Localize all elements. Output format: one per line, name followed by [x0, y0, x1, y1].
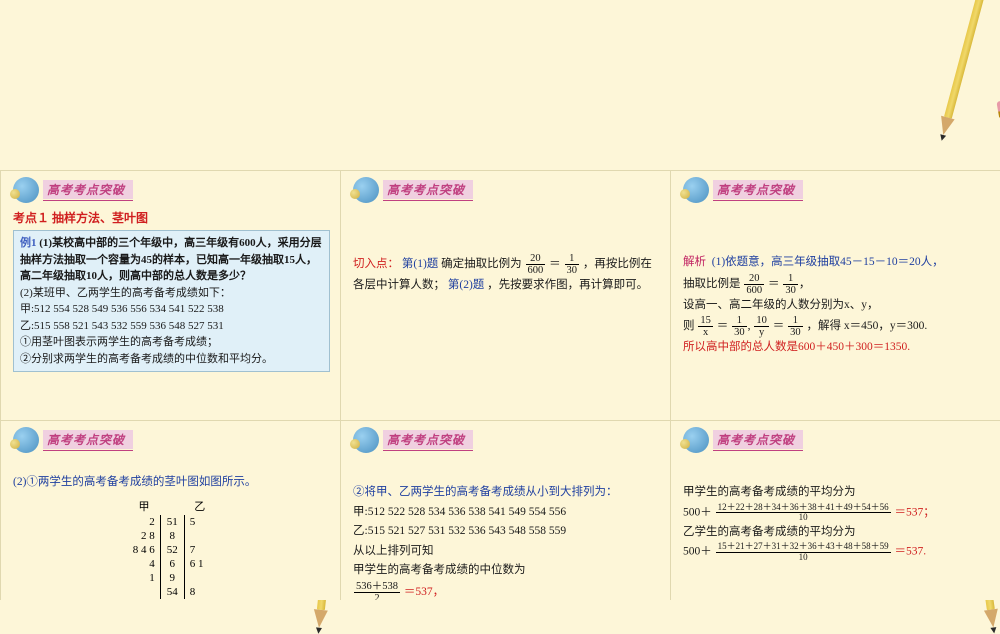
fraction: 15x [698, 315, 713, 338]
sl-head-right: 乙 [184, 497, 215, 515]
mean-text: 甲学生的高考备考成绩的平均分为 500＋ 12＋22＋28＋34＋36＋38＋4… [683, 483, 990, 562]
s6-base2: 500＋ [683, 546, 712, 558]
s5-l3: 甲学生的高考备考成绩的中位数为 [353, 564, 526, 576]
logo-ball-icon [13, 427, 39, 453]
question-2a: ①用茎叶图表示两学生的高考备考成绩； [20, 336, 218, 348]
fraction: 20600 [744, 273, 764, 296]
logo-text: 高考考点突破 [383, 430, 473, 449]
logo-underline [43, 200, 133, 201]
pencil-decor [944, 0, 988, 119]
example-label: 例1 [20, 237, 37, 249]
logo-underline [713, 450, 803, 451]
fraction: 15＋21＋27＋31＋32＋36＋43＋48＋58＋5910 [716, 542, 891, 562]
slide-1: 高考考点突破 考点１ 抽样方法、茎叶图 例1 (1)某校高中部的三个年级中，高三… [0, 170, 340, 420]
stem-leaf-plot: 甲乙 2515 2 88 8 4 6527 466 1 19 548 [128, 497, 216, 599]
topic-title: 考点１ 抽样方法、茎叶图 [13, 209, 330, 226]
logo-text: 高考考点突破 [713, 180, 803, 199]
sol-line-4: 所以高中部的总人数是600＋450＋300＝1350. [683, 341, 910, 353]
logo-text: 高考考点突破 [713, 430, 803, 449]
question-2b: ②分别求两学生的高考备考成绩的中位数和平均分。 [20, 353, 273, 365]
fraction: 130 [788, 315, 803, 338]
logo-text: 高考考点突破 [383, 180, 473, 199]
sl-head-left: 甲 [128, 497, 161, 515]
data-jia: 甲:512 554 528 549 536 556 534 541 522 53… [20, 303, 224, 315]
hint-q1-ref: 第(1)题 [402, 258, 438, 270]
sol-line-1a: (1)依题意，高三年级抽取45－15－10＝20人， [712, 256, 944, 268]
logo-bar: 高考考点突破 [13, 427, 330, 453]
logo-ball-icon [353, 427, 379, 453]
data-yi: 乙:515 558 521 543 532 559 536 548 527 53… [20, 320, 224, 332]
logo-underline [383, 450, 473, 451]
hint-label: 切入点： [353, 258, 399, 270]
fraction: 20600 [526, 253, 546, 276]
hint-text: 切入点： 第(1)题 确定抽取比例为 20600 ＝ 130 ，再按比例在各层中… [353, 253, 660, 296]
median-text: ②将甲、乙两学生的高考备考成绩从小到大排列为： 甲:512 522 528 53… [353, 483, 660, 600]
s5-l1: ②将甲、乙两学生的高考备考成绩从小到大排列为： [353, 486, 618, 498]
s6-l1: 甲学生的高考备考成绩的平均分为 [683, 486, 856, 498]
stemleaf-caption: (2)①两学生的高考备考成绩的茎叶图如图所示。 [13, 473, 330, 493]
sol-line-2: 设高一、高二年级的人数分别为x、y， [683, 299, 879, 311]
solution-label: 解析 [683, 256, 706, 268]
s6-eq1: ＝537； [895, 506, 935, 518]
logo-ball-icon [353, 177, 379, 203]
logo-ball-icon [683, 427, 709, 453]
logo-underline [713, 200, 803, 201]
stemleaf-title: (2)①两学生的高考备考成绩的茎叶图如图所示。 [13, 476, 256, 488]
logo-underline [43, 450, 133, 451]
logo-bar: 高考考点突破 [353, 427, 660, 453]
fraction: 12＋22＋28＋34＋36＋38＋41＋49＋54＋5610 [716, 503, 891, 523]
logo-bar: 高考考点突破 [683, 177, 990, 203]
slide-2: 高考考点突破 切入点： 第(1)题 确定抽取比例为 20600 ＝ 130 ，再… [340, 170, 670, 420]
solution-text: 解析 (1)依题意，高三年级抽取45－15－10＝20人， 抽取比例是 2060… [683, 253, 990, 358]
sol-line-3a: 则 [683, 320, 695, 332]
s6-l2: 乙学生的高考备考成绩的平均分为 [683, 526, 856, 538]
question-2-intro: (2)某班甲、乙两学生的高考备考成绩如下： [20, 287, 231, 299]
fraction: 130 [565, 253, 580, 276]
slide-3: 高考考点突破 解析 (1)依题意，高三年级抽取45－15－10＝20人， 抽取比… [670, 170, 1000, 420]
logo-bar: 高考考点突破 [353, 177, 660, 203]
question-1: (1)某校高中部的三个年级中，高三年级有600人，采用分层抽样方法抽取一个容量为… [20, 237, 322, 282]
slide-4: 高考考点突破 (2)①两学生的高考备考成绩的茎叶图如图所示。 甲乙 2515 2… [0, 420, 340, 600]
slide-grid: 高考考点突破 考点１ 抽样方法、茎叶图 例1 (1)某校高中部的三个年级中，高三… [0, 170, 1000, 600]
sol-line-3b: ，解得 x＝450，y＝300. [807, 320, 928, 332]
s6-eq2: ＝537. [895, 546, 927, 558]
sol-line-1b: 抽取比例是 [683, 278, 741, 290]
fraction: 130 [783, 273, 798, 296]
s5-eq1: ＝537， [404, 586, 444, 598]
logo-underline [383, 200, 473, 201]
hint-text-1: 确定抽取比例为 [441, 258, 522, 270]
fraction: 536＋5382 [354, 581, 400, 600]
slide-5: 高考考点突破 ②将甲、乙两学生的高考备考成绩从小到大排列为： 甲:512 522… [340, 420, 670, 600]
logo-bar: 高考考点突破 [13, 177, 330, 203]
s5-l2: 从以上排列可知 [353, 545, 434, 557]
logo-ball-icon [683, 177, 709, 203]
logo-ball-icon [13, 177, 39, 203]
logo-bar: 高考考点突破 [683, 427, 990, 453]
hint-text-3: ，先按要求作图，再计算即可。 [487, 279, 648, 291]
fraction: 130 [732, 315, 747, 338]
s6-base1: 500＋ [683, 506, 712, 518]
slide-6: 高考考点突破 甲学生的高考备考成绩的平均分为 500＋ 12＋22＋28＋34＋… [670, 420, 1000, 600]
logo-text: 高考考点突破 [43, 180, 133, 199]
fraction: 10y [754, 315, 769, 338]
s5-jia: 甲:512 522 528 534 536 538 541 549 554 55… [353, 506, 566, 518]
example-box: 例1 (1)某校高中部的三个年级中，高三年级有600人，采用分层抽样方法抽取一个… [13, 230, 330, 372]
s5-yi: 乙:515 521 527 531 532 536 543 548 558 55… [353, 525, 566, 537]
hint-q2-ref: 第(2)题 [448, 279, 484, 291]
logo-text: 高考考点突破 [43, 430, 133, 449]
